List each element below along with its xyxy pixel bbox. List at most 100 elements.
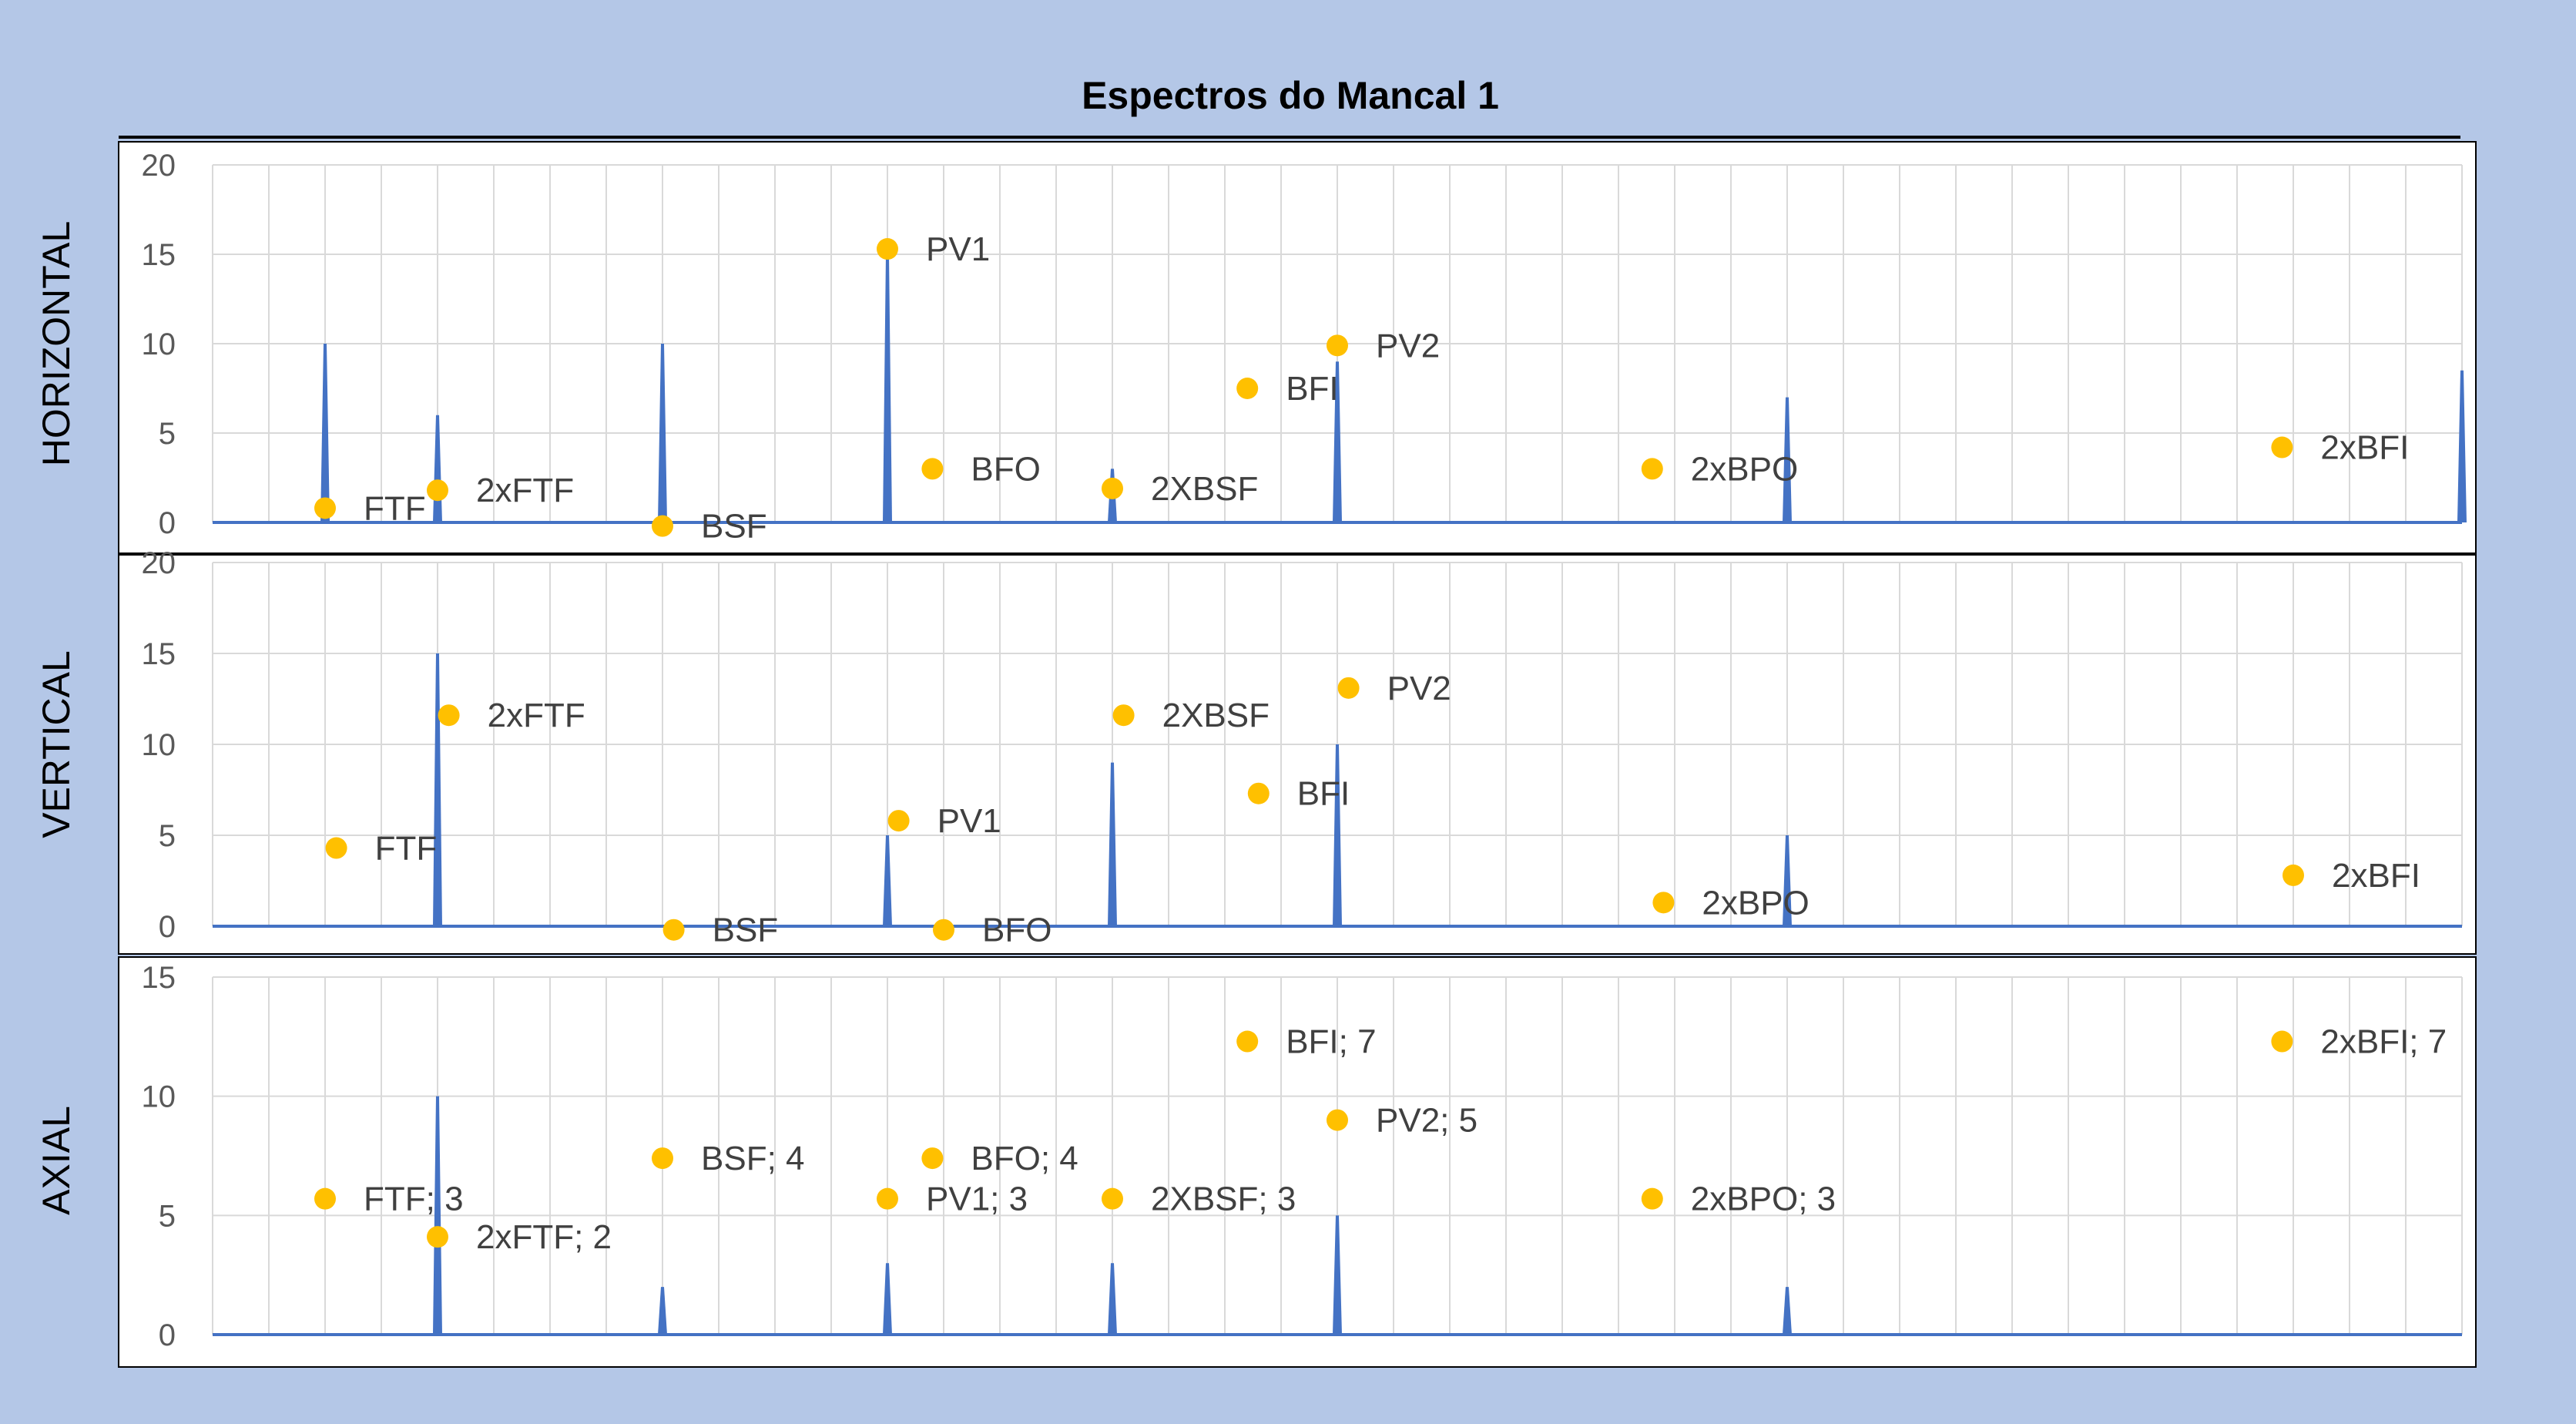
panel-axial-marker-point <box>1327 1109 1348 1131</box>
panel-axial-marker-label: PV1; 3 <box>926 1181 1028 1218</box>
panel-horizontal-marker-point <box>1102 477 1123 499</box>
panel-horizontal-marker-label: BSF <box>701 508 767 546</box>
panel-vertical-ytick-label: 10 <box>142 728 176 762</box>
panel-axial-spectrum-peak <box>1783 1287 1792 1335</box>
panel-horizontal-marker-point <box>1641 458 1663 480</box>
panel-axial-spectrum-peak <box>433 1096 442 1335</box>
panel-vertical-marker-point <box>2283 864 2304 886</box>
panel-axial-ytick-label: 0 <box>159 1318 176 1352</box>
panel-vertical-marker-label: PV1 <box>937 802 1001 840</box>
panel-horizontal-marker-point <box>1327 334 1348 357</box>
panel-horizontal-spectrum-peak <box>1333 361 1342 522</box>
panel-horizontal-spectrum-peak <box>320 344 330 522</box>
panel-horizontal-marker-label: FTF <box>364 489 426 527</box>
panel-vertical-marker-point <box>1337 677 1360 699</box>
panel-horizontal-marker-point <box>921 458 944 480</box>
panel-vertical-marker-point <box>887 810 910 832</box>
panel-axial-marker-point <box>427 1226 448 1248</box>
panel-vertical-spectrum-peak <box>1108 762 1117 926</box>
panel-vertical-ytick-label: 20 <box>142 546 176 580</box>
panel-vertical-marker-label: BSF <box>713 912 779 949</box>
panel-horizontal-title: HORIZONTAL <box>35 221 78 467</box>
panel-vertical-marker-point <box>1112 704 1135 727</box>
panel-horizontal-marker-label: 2xFTF <box>476 472 574 509</box>
panel-vertical-spectrum-peak <box>1333 744 1342 926</box>
panel-axial-ytick-label: 10 <box>142 1080 176 1114</box>
panel-horizontal-marker-point <box>877 238 898 260</box>
panel-axial-marker-label: 2XBSF; 3 <box>1151 1181 1296 1218</box>
panel-vertical-marker-point <box>662 919 685 941</box>
panel-axial-marker-label: BFO; 4 <box>971 1140 1078 1177</box>
panel-axial-marker-label: PV2; 5 <box>1376 1102 1478 1140</box>
panel-axial-spectrum-peak <box>658 1287 667 1335</box>
panel-horizontal-marker-label: 2XBSF <box>1151 470 1258 508</box>
panel-horizontal-marker-label: BFI <box>1286 370 1338 408</box>
panel-vertical-marker-label: 2XBSF <box>1162 697 1270 734</box>
panel-axial-marker-label: FTF; 3 <box>364 1181 464 1218</box>
panel-axial-marker-label: 2xBPO; 3 <box>1691 1181 1836 1218</box>
panel-horizontal-ytick-label: 10 <box>142 327 176 361</box>
panel-horizontal-ytick-label: 5 <box>159 417 176 451</box>
panel-horizontal-marker-label: 2xBPO <box>1691 450 1798 488</box>
spectrum-chart: 0 5 10 15 20 FTF 2xFTF BSF PV1 BFO 2XBSF BFI PV2 2xBP… <box>35 74 2477 1368</box>
panel-axial-marker-point <box>314 1187 336 1210</box>
panel-axial-marker-label: 2xBFI; 7 <box>2320 1023 2447 1061</box>
panel-axial-marker-label: BFI; 7 <box>1286 1023 1376 1061</box>
panel-vertical-marker-label: BFI <box>1297 775 1350 813</box>
panel-vertical-spectrum-peak <box>433 653 442 926</box>
panel-horizontal-marker-label: 2xBFI <box>2320 429 2409 467</box>
panel-horizontal-box <box>118 141 2477 554</box>
panel-vertical-spectrum-peak <box>1783 835 1792 926</box>
panel-vertical-marker-label: BFO <box>982 912 1052 949</box>
panel-vertical-marker-point <box>1247 782 1270 804</box>
panel-axial-spectrum-peak <box>1333 1215 1342 1335</box>
panel-axial-box <box>118 956 2477 1368</box>
panel-vertical-marker-label: 2xFTF <box>488 697 585 734</box>
panel-axial-marker-label: 2xFTF; 2 <box>476 1218 612 1256</box>
panel-horizontal-spectrum-peak <box>883 254 892 522</box>
panel-vertical-marker-label: 2xBFI <box>2332 857 2420 895</box>
panel-horizontal-ytick-label: 0 <box>159 506 176 540</box>
panel-vertical-ytick-label: 0 <box>159 910 176 944</box>
panel-vertical-ytick-label: 5 <box>159 819 176 853</box>
panel-axial-marker-point <box>2271 1030 2293 1053</box>
panel-horizontal-marker-point <box>2271 436 2293 458</box>
panel-axial-marker-point <box>1641 1187 1663 1210</box>
panel-horizontal-marker-label: PV2 <box>1376 327 1440 364</box>
panel-axial-marker-point <box>1102 1187 1123 1210</box>
panel-vertical-marker-label: PV2 <box>1387 670 1451 707</box>
panel-vertical-spectrum-peak <box>883 835 892 926</box>
panel-horizontal-spectrum-peak <box>1783 397 1792 522</box>
panel-horizontal-marker-label: BFO <box>971 450 1040 488</box>
panel-vertical-marker-point <box>1652 892 1675 914</box>
panel-vertical-marker-label: 2xBPO <box>1702 884 1809 922</box>
panel-horizontal-marker-point <box>427 479 448 502</box>
panel-axial-marker-point <box>921 1147 944 1170</box>
chart-figure: 0 5 10 15 20 FTF 2xFTF BSF PV1 BFO 2XBSF BFI PV2 2xBP… <box>5 5 2567 1419</box>
panel-axial-marker-label: BSF; 4 <box>701 1140 805 1177</box>
panel-horizontal-marker-point <box>1236 378 1259 399</box>
panel-vertical-box <box>118 554 2477 955</box>
chart-title: Espectros do Mancal 1 <box>1082 74 1499 117</box>
panel-axial-marker-point <box>1236 1030 1259 1053</box>
panel-horizontal-ytick-label: 15 <box>142 238 176 272</box>
panel-vertical-marker-point <box>933 919 954 941</box>
panel-axial-marker-point <box>877 1187 898 1210</box>
panel-axial-marker-point <box>652 1147 673 1170</box>
panel-horizontal-ytick-label: 20 <box>142 149 176 183</box>
panel-axial-title: AXIAL <box>35 1106 78 1215</box>
panel-vertical-marker-point <box>325 837 347 859</box>
panel-axial-ytick-label: 5 <box>159 1199 176 1233</box>
panel-vertical-marker-label: FTF <box>375 830 438 868</box>
panel-horizontal-marker-point <box>314 497 336 519</box>
panel-axial-spectrum-peak <box>883 1263 892 1335</box>
panel-horizontal-marker-label: PV1 <box>926 230 990 268</box>
panel-vertical-title: VERTICAL <box>35 650 78 838</box>
panel-vertical-marker-point <box>438 704 460 727</box>
panel-horizontal-spectrum-peak <box>658 344 667 522</box>
panel-horizontal-marker-point <box>652 515 673 537</box>
panel-axial-spectrum-peak <box>1108 1263 1117 1335</box>
panel-vertical-ytick-label: 15 <box>142 637 176 671</box>
panel-horizontal-spectrum-peak <box>2457 370 2467 522</box>
panel-axial-ytick-label: 15 <box>142 961 176 995</box>
